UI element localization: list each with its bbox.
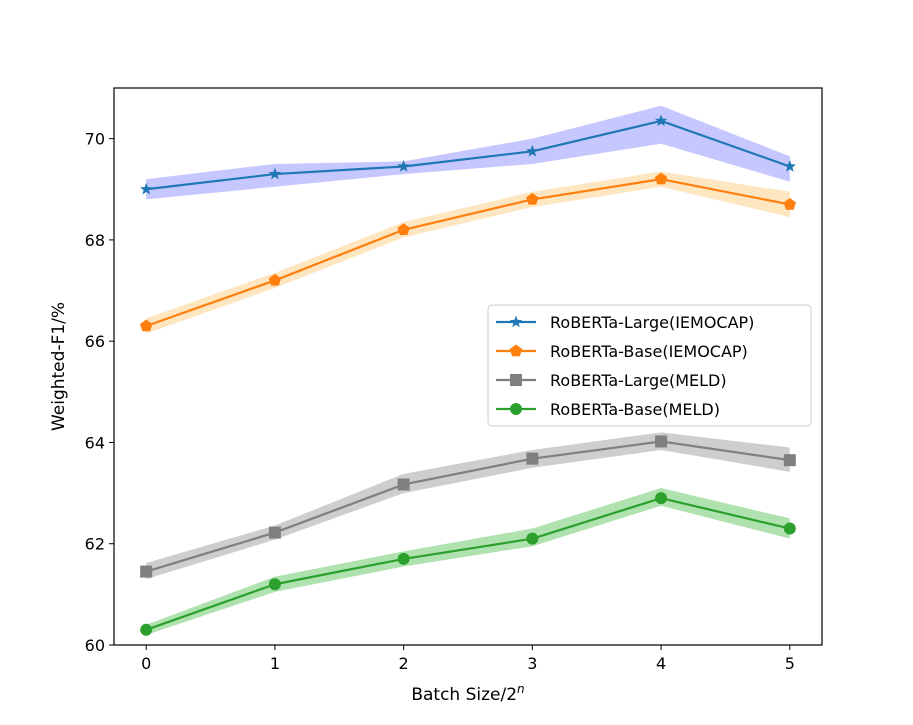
marker-roberta-large-iemocap-0 xyxy=(140,182,153,195)
marker-roberta-base-meld-3 xyxy=(526,532,539,545)
series-lines xyxy=(145,119,791,631)
marker-roberta-large-meld-2 xyxy=(397,478,410,491)
x-axis-label-superscript: n xyxy=(517,682,525,696)
marker-roberta-large-iemocap-2 xyxy=(397,159,410,172)
band-roberta-large-meld xyxy=(146,432,790,580)
x-tick-label-1: 1 xyxy=(270,654,280,673)
marker-roberta-large-meld-1 xyxy=(268,526,281,539)
y-tick-label-2: 64 xyxy=(85,433,105,452)
marker-roberta-large-meld-5 xyxy=(783,454,796,467)
x-axis-label-text: Batch Size/2 xyxy=(411,685,517,705)
marker-roberta-base-iemocap-3 xyxy=(526,192,539,205)
marker-roberta-base-iemocap-4 xyxy=(654,172,668,185)
x-tick-label-4: 4 xyxy=(656,654,666,673)
y-axis-label: Weighted-F1/% xyxy=(49,302,69,431)
legend-label-roberta-base-meld: RoBERTa-Base(MELD) xyxy=(550,400,720,419)
marker-roberta-large-iemocap-3 xyxy=(526,144,539,157)
x-axis-label: Batch Size/2n xyxy=(411,682,524,705)
marker-roberta-large-meld-4 xyxy=(655,435,668,448)
line-roberta-large-meld xyxy=(145,440,790,573)
x-tick-label-0: 0 xyxy=(141,654,151,673)
marker-roberta-base-iemocap-2 xyxy=(397,223,410,236)
series-markers xyxy=(140,114,796,636)
marker-roberta-large-meld-0 xyxy=(140,565,153,578)
legend-marker-roberta-large-iemocap xyxy=(509,315,523,328)
band-roberta-base-iemocap xyxy=(146,171,790,334)
legend-marker-roberta-base-meld xyxy=(510,403,522,415)
marker-roberta-base-meld-2 xyxy=(397,552,410,565)
marker-roberta-large-iemocap-5 xyxy=(783,159,796,172)
y-tick-label-5: 70 xyxy=(85,130,105,149)
legend-label-roberta-large-iemocap: RoBERTa-Large(IEMOCAP) xyxy=(550,313,754,332)
x-tick-label-3: 3 xyxy=(527,654,537,673)
legend-label-roberta-large-meld: RoBERTa-Large(MELD) xyxy=(550,371,727,390)
marker-roberta-large-iemocap-1 xyxy=(268,167,282,180)
line-roberta-base-iemocap xyxy=(145,178,791,328)
line-roberta-large-iemocap xyxy=(146,119,791,191)
marker-roberta-large-iemocap-4 xyxy=(654,114,668,127)
legend-label-roberta-base-iemocap: RoBERTa-Base(IEMOCAP) xyxy=(550,342,748,361)
y-tick-label-1: 62 xyxy=(85,535,105,554)
marker-roberta-large-meld-3 xyxy=(526,452,539,465)
x-axis-ticks: 0 1 2 3 4 5 xyxy=(141,645,795,673)
line-roberta-base-meld xyxy=(145,497,791,631)
y-tick-label-3: 66 xyxy=(85,332,105,351)
y-axis-ticks: 60 62 64 66 68 70 xyxy=(85,130,114,655)
marker-roberta-base-meld-1 xyxy=(268,578,281,591)
y-tick-label-0: 60 xyxy=(85,636,105,655)
marker-roberta-base-iemocap-5 xyxy=(783,197,796,210)
legend-marker-roberta-large-meld xyxy=(510,374,522,386)
plot-frame xyxy=(113,87,823,646)
legend-marker-roberta-base-iemocap xyxy=(509,344,523,357)
legend-box xyxy=(487,304,812,427)
marker-roberta-base-meld-0 xyxy=(140,623,153,636)
y-tick-label-4: 68 xyxy=(85,231,105,250)
x-tick-label-5: 5 xyxy=(785,654,795,673)
marker-roberta-base-iemocap-0 xyxy=(140,319,153,332)
marker-roberta-base-meld-4 xyxy=(655,492,668,505)
marker-roberta-base-meld-5 xyxy=(783,522,796,535)
marker-roberta-base-iemocap-1 xyxy=(268,273,282,286)
legend: RoBERTa-Large(IEMOCAP) RoBERTa-Base(IEMOC… xyxy=(487,304,812,427)
x-tick-label-2: 2 xyxy=(399,654,409,673)
band-roberta-base-meld xyxy=(146,488,790,635)
